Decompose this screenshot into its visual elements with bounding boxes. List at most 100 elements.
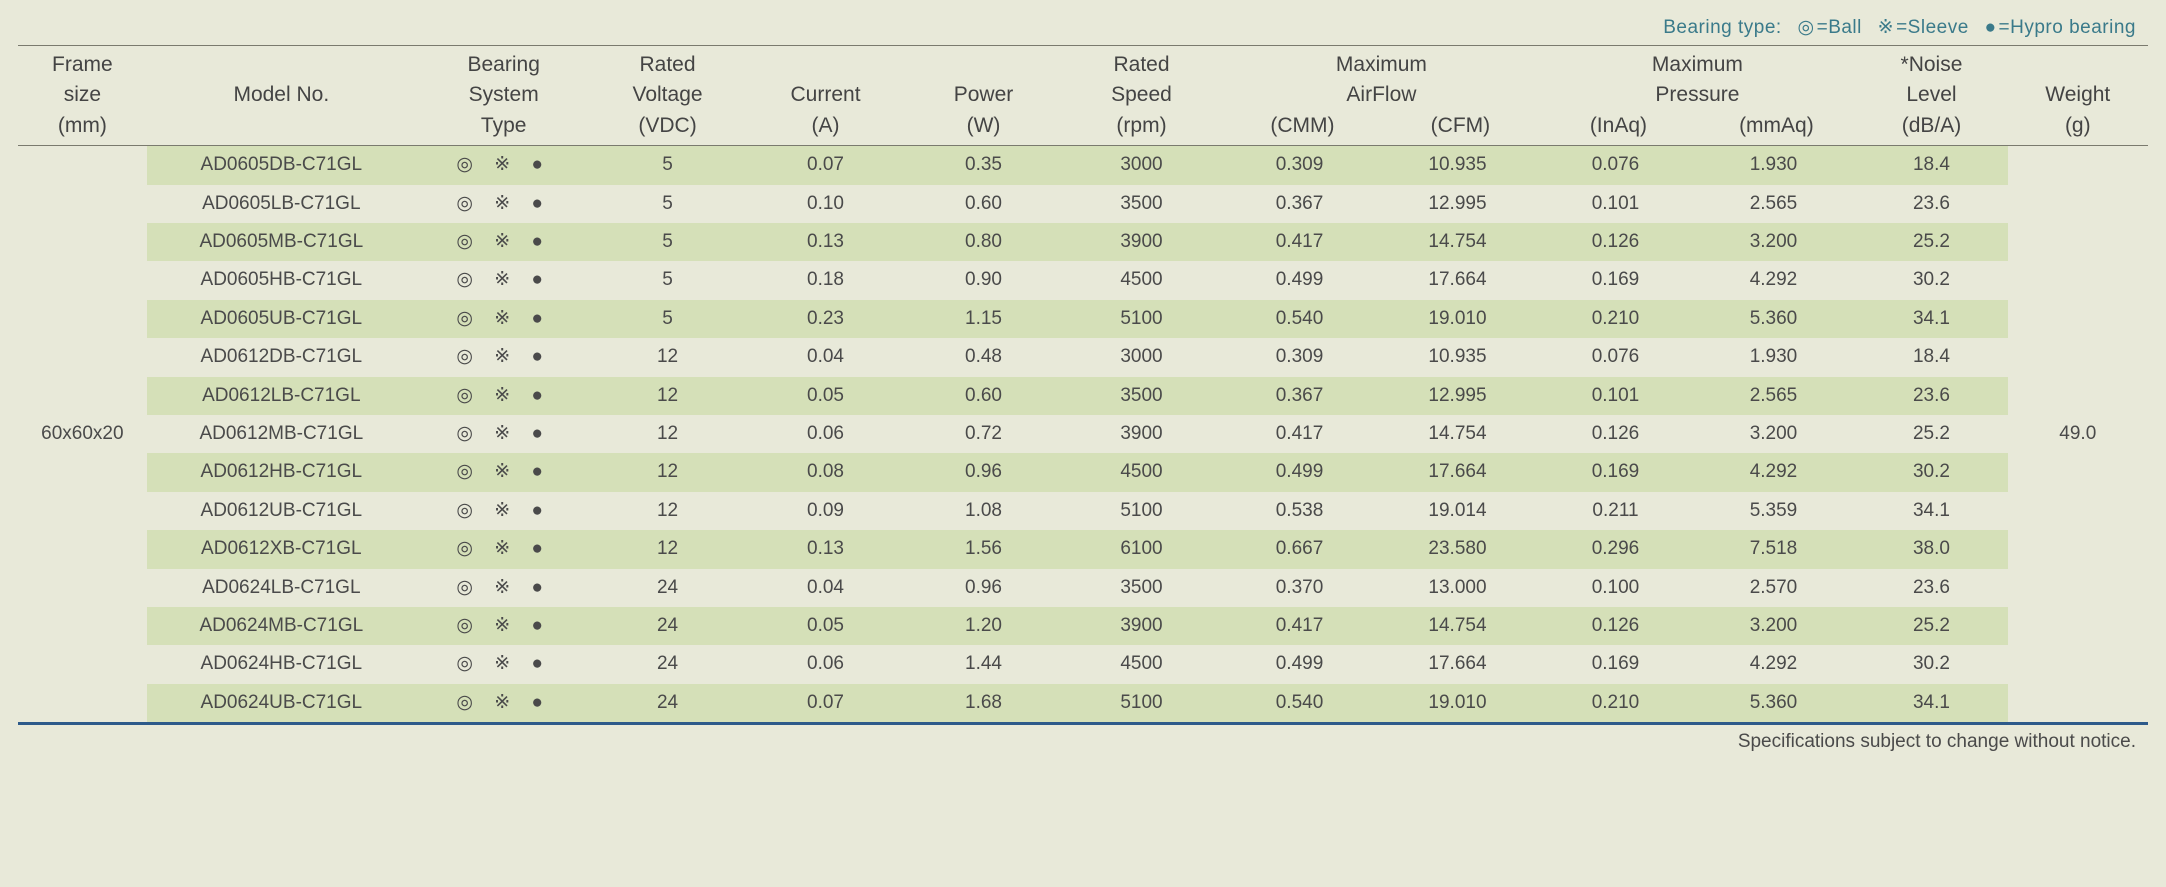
table-row: AD0612MB-C71GL◎ ※ ●120.060.7239000.41714… bbox=[18, 415, 2148, 453]
col-frame: Frame size (mm) bbox=[18, 46, 147, 146]
current-cell: 0.05 bbox=[744, 607, 908, 645]
speed-cell: 5100 bbox=[1060, 492, 1224, 530]
col-frame-l3: (mm) bbox=[58, 114, 107, 137]
noise-cell: 18.4 bbox=[1855, 146, 2007, 185]
power-cell: 1.56 bbox=[907, 530, 1059, 568]
speed-cell: 3900 bbox=[1060, 415, 1224, 453]
inaq-cell: 0.169 bbox=[1539, 645, 1691, 683]
speed-cell: 6100 bbox=[1060, 530, 1224, 568]
voltage-cell: 24 bbox=[591, 645, 743, 683]
current-cell: 0.09 bbox=[744, 492, 908, 530]
cfm-cell: 17.664 bbox=[1376, 645, 1540, 683]
noise-cell: 34.1 bbox=[1855, 300, 2007, 338]
model-cell: AD0605UB-C71GL bbox=[147, 300, 416, 338]
cmm-cell: 0.538 bbox=[1223, 492, 1375, 530]
mmaq-cell: 5.360 bbox=[1692, 684, 1856, 724]
model-cell: AD0612XB-C71GL bbox=[147, 530, 416, 568]
current-cell: 0.18 bbox=[744, 261, 908, 299]
legend-sleeve-symbol: ※ bbox=[1878, 16, 1894, 39]
mmaq-cell: 2.570 bbox=[1692, 569, 1856, 607]
col-voltage-l3: (VDC) bbox=[638, 114, 696, 137]
col-speed-l3: (rpm) bbox=[1116, 114, 1166, 137]
table-row: AD0612LB-C71GL◎ ※ ●120.050.6035000.36712… bbox=[18, 377, 2148, 415]
cfm-cell: 12.995 bbox=[1376, 377, 1540, 415]
noise-cell: 30.2 bbox=[1855, 453, 2007, 491]
noise-cell: 30.2 bbox=[1855, 261, 2007, 299]
voltage-cell: 5 bbox=[591, 300, 743, 338]
model-cell: AD0605HB-C71GL bbox=[147, 261, 416, 299]
col-airflow-cfm: (CFM) bbox=[1381, 111, 1539, 141]
voltage-cell: 5 bbox=[591, 146, 743, 185]
power-cell: 1.20 bbox=[907, 607, 1059, 645]
inaq-cell: 0.076 bbox=[1539, 338, 1691, 376]
cfm-cell: 19.010 bbox=[1376, 684, 1540, 724]
col-noise: *Noise Level (dB/A) bbox=[1855, 46, 2007, 146]
cmm-cell: 0.309 bbox=[1223, 338, 1375, 376]
cfm-cell: 17.664 bbox=[1376, 261, 1540, 299]
noise-cell: 25.2 bbox=[1855, 415, 2007, 453]
cfm-cell: 10.935 bbox=[1376, 146, 1540, 185]
inaq-cell: 0.126 bbox=[1539, 223, 1691, 261]
voltage-cell: 24 bbox=[591, 569, 743, 607]
model-cell: AD0612DB-C71GL bbox=[147, 338, 416, 376]
speed-cell: 3500 bbox=[1060, 377, 1224, 415]
voltage-cell: 12 bbox=[591, 377, 743, 415]
col-voltage-l1: Rated bbox=[640, 53, 696, 76]
col-power-l2: Power bbox=[954, 83, 1014, 106]
table-row: AD0605HB-C71GL◎ ※ ●50.180.9045000.49917.… bbox=[18, 261, 2148, 299]
speed-cell: 4500 bbox=[1060, 453, 1224, 491]
col-pressure-top: Maximum bbox=[1652, 53, 1743, 76]
power-cell: 1.08 bbox=[907, 492, 1059, 530]
speed-cell: 5100 bbox=[1060, 684, 1224, 724]
speed-cell: 5100 bbox=[1060, 300, 1224, 338]
cfm-cell: 14.754 bbox=[1376, 607, 1540, 645]
power-cell: 1.15 bbox=[907, 300, 1059, 338]
col-power-l3: (W) bbox=[967, 114, 1001, 137]
col-speed-l2: Speed bbox=[1111, 83, 1172, 106]
legend-ball-label: =Ball bbox=[1817, 17, 1862, 38]
table-row: AD0612UB-C71GL◎ ※ ●120.091.0851000.53819… bbox=[18, 492, 2148, 530]
noise-cell: 23.6 bbox=[1855, 185, 2007, 223]
cmm-cell: 0.540 bbox=[1223, 684, 1375, 724]
model-cell: AD0605LB-C71GL bbox=[147, 185, 416, 223]
inaq-cell: 0.211 bbox=[1539, 492, 1691, 530]
bearing-cell: ◎ ※ ● bbox=[416, 146, 592, 185]
mmaq-cell: 3.200 bbox=[1692, 223, 1856, 261]
inaq-cell: 0.101 bbox=[1539, 377, 1691, 415]
bearing-cell: ◎ ※ ● bbox=[416, 185, 592, 223]
voltage-cell: 5 bbox=[591, 185, 743, 223]
bearing-cell: ◎ ※ ● bbox=[416, 645, 592, 683]
voltage-cell: 24 bbox=[591, 607, 743, 645]
table-row: AD0624LB-C71GL◎ ※ ●240.040.9635000.37013… bbox=[18, 569, 2148, 607]
col-pressure-mmaq: (mmAq) bbox=[1697, 111, 1855, 141]
speed-cell: 3000 bbox=[1060, 338, 1224, 376]
model-cell: AD0612LB-C71GL bbox=[147, 377, 416, 415]
inaq-cell: 0.101 bbox=[1539, 185, 1691, 223]
noise-cell: 23.6 bbox=[1855, 569, 2007, 607]
cfm-cell: 14.754 bbox=[1376, 415, 1540, 453]
model-cell: AD0624LB-C71GL bbox=[147, 569, 416, 607]
cmm-cell: 0.417 bbox=[1223, 223, 1375, 261]
cmm-cell: 0.417 bbox=[1223, 415, 1375, 453]
power-cell: 0.48 bbox=[907, 338, 1059, 376]
model-cell: AD0605DB-C71GL bbox=[147, 146, 416, 185]
current-cell: 0.08 bbox=[744, 453, 908, 491]
voltage-cell: 12 bbox=[591, 530, 743, 568]
bearing-cell: ◎ ※ ● bbox=[416, 530, 592, 568]
bearing-legend: Bearing type: ◎=Ball ※=Sleeve ●=Hypro be… bbox=[18, 12, 2148, 45]
cmm-cell: 0.499 bbox=[1223, 453, 1375, 491]
model-cell: AD0624MB-C71GL bbox=[147, 607, 416, 645]
noise-cell: 18.4 bbox=[1855, 338, 2007, 376]
weight-cell: 49.0 bbox=[2008, 146, 2148, 724]
speed-cell: 3000 bbox=[1060, 146, 1224, 185]
power-cell: 0.35 bbox=[907, 146, 1059, 185]
speed-cell: 4500 bbox=[1060, 645, 1224, 683]
inaq-cell: 0.169 bbox=[1539, 261, 1691, 299]
power-cell: 1.44 bbox=[907, 645, 1059, 683]
voltage-cell: 5 bbox=[591, 223, 743, 261]
mmaq-cell: 4.292 bbox=[1692, 261, 1856, 299]
mmaq-cell: 5.360 bbox=[1692, 300, 1856, 338]
model-cell: AD0612MB-C71GL bbox=[147, 415, 416, 453]
cfm-cell: 14.754 bbox=[1376, 223, 1540, 261]
cmm-cell: 0.417 bbox=[1223, 607, 1375, 645]
